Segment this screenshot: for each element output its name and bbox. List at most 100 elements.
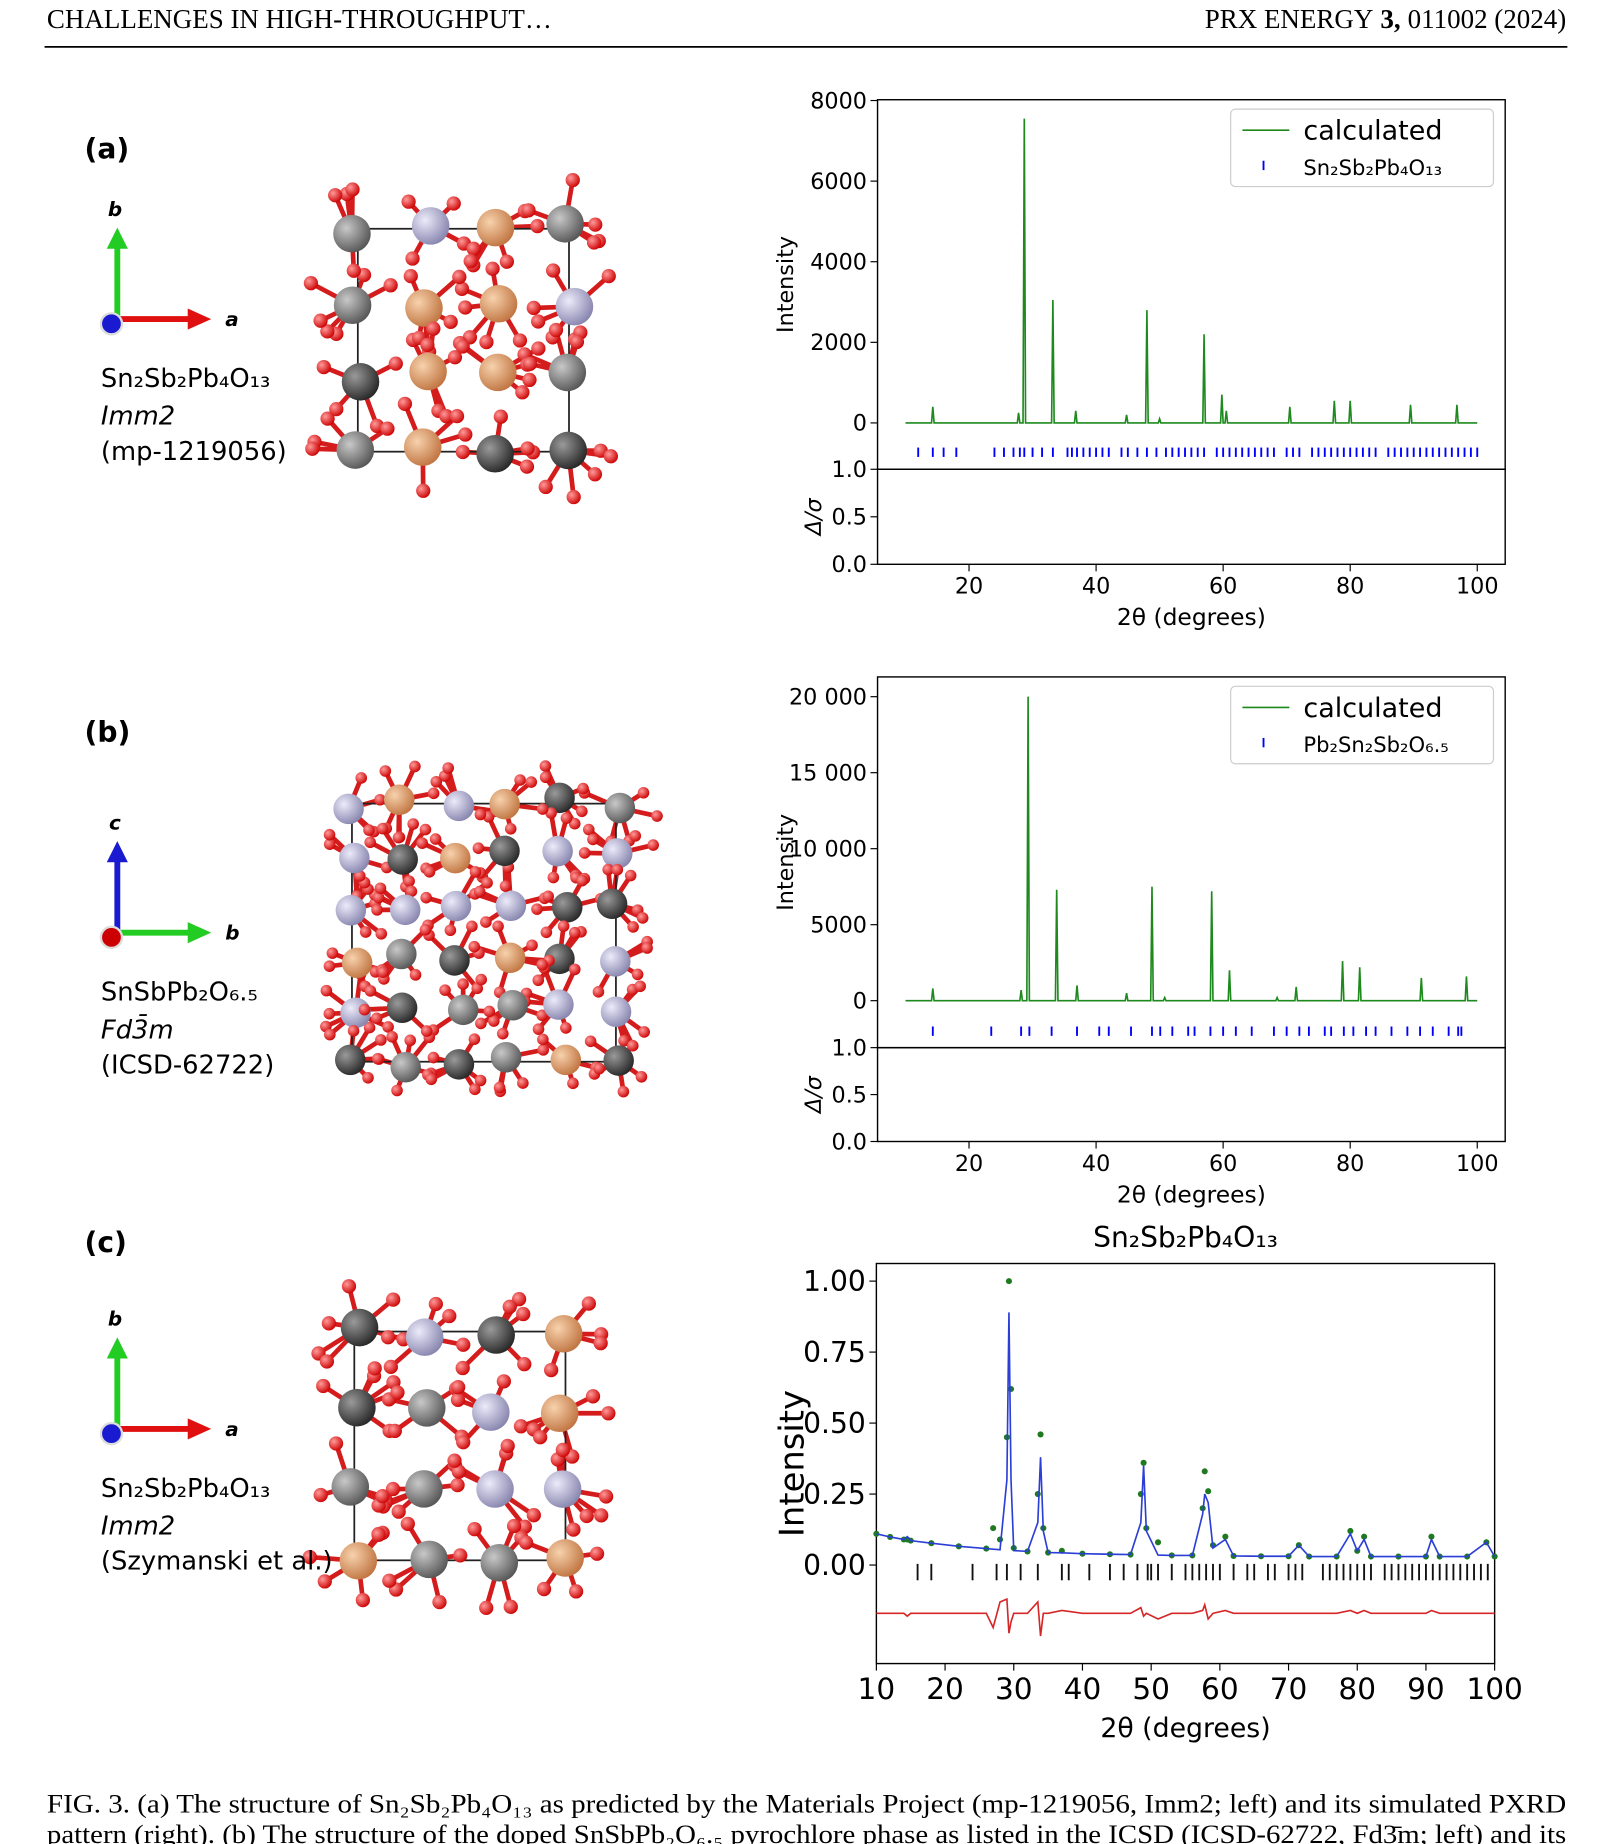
atom <box>425 1073 438 1086</box>
atom <box>522 372 537 388</box>
atom <box>479 334 494 350</box>
crystal-structure <box>303 172 619 505</box>
axis-letter: c <box>109 810 121 834</box>
atom <box>454 281 470 296</box>
atom <box>444 924 457 937</box>
atom <box>531 341 546 356</box>
x-axis-label: 2θ (degrees) <box>1117 1180 1266 1208</box>
atom <box>493 1081 506 1094</box>
atom <box>372 891 385 904</box>
atom <box>346 263 361 278</box>
x-tick-label: 60 <box>1209 574 1237 600</box>
atom <box>451 1464 466 1479</box>
atom <box>602 838 633 869</box>
legend-label: calculated <box>1303 693 1442 724</box>
atom <box>475 1017 487 1030</box>
atom <box>481 877 493 889</box>
legend-box <box>1230 685 1495 765</box>
atom <box>514 774 526 786</box>
atom <box>409 969 422 981</box>
atom <box>386 1292 401 1307</box>
atom <box>480 1544 519 1582</box>
atom <box>420 1025 433 1037</box>
atom <box>490 1041 522 1073</box>
x-tick-label: 20 <box>926 1672 964 1706</box>
x-tick-label: 90 <box>1407 1672 1445 1706</box>
atom <box>410 1540 448 1579</box>
atom <box>536 958 548 971</box>
residual-frame <box>876 1046 1506 1143</box>
x-tick-label: 70 <box>1270 1672 1308 1706</box>
atom <box>577 782 589 795</box>
atom <box>367 1361 382 1376</box>
atom <box>521 203 536 218</box>
legend-label: Pb₂Sn₂Sb₂O₆.₅ <box>1303 732 1448 757</box>
observed-point <box>1201 1468 1208 1475</box>
atom <box>539 760 552 772</box>
axis-origin <box>99 312 124 336</box>
atom <box>589 1546 605 1561</box>
atom <box>603 1045 634 1076</box>
atom <box>585 1389 601 1404</box>
atom <box>341 363 380 401</box>
atom <box>469 866 482 878</box>
y-tick-label: 1.0 <box>832 457 867 483</box>
y-tick-label: 1.00 <box>803 1265 866 1298</box>
observed-point <box>1222 1533 1229 1540</box>
atom <box>472 1393 510 1431</box>
atom <box>411 207 450 245</box>
atom <box>403 875 415 887</box>
atom <box>598 1489 614 1504</box>
source: (Szymanski et al.) <box>101 1547 333 1577</box>
atom <box>474 808 487 821</box>
y-axis-label: Intensity <box>773 1390 812 1537</box>
atom <box>506 1518 522 1534</box>
atom <box>542 890 555 903</box>
atom <box>383 1359 398 1375</box>
atom <box>376 822 389 835</box>
pattern-line <box>905 118 1478 424</box>
atom <box>354 870 366 882</box>
atom <box>477 1316 515 1354</box>
atom <box>651 810 663 822</box>
atom <box>371 1052 384 1065</box>
plot-frame <box>875 1262 1496 1665</box>
y-tick-label: 0.5 <box>832 505 867 531</box>
atom <box>581 1296 596 1311</box>
atom <box>405 251 420 266</box>
journal-ref: PRX ENERGY 3, 011002 (2024) <box>1205 4 1566 34</box>
x-axis-label: 2θ (degrees) <box>1100 1713 1270 1744</box>
atom <box>526 1508 541 1523</box>
y-tick-label: 0.25 <box>803 1478 866 1511</box>
atom <box>439 409 454 424</box>
atom <box>629 830 642 842</box>
panel-label: (a) <box>84 132 129 165</box>
atom <box>323 838 336 851</box>
source: (mp-1219056) <box>101 437 287 467</box>
atom <box>313 1487 328 1503</box>
atom <box>483 1005 496 1018</box>
atom <box>371 904 383 916</box>
atom <box>358 1003 371 1016</box>
atom <box>335 895 367 926</box>
atom <box>440 890 472 922</box>
y-tick-label: 0 <box>853 988 867 1014</box>
atom <box>587 833 599 846</box>
legend: calculated Pb₂Sn₂Sb₂O₆.₅ <box>1230 685 1495 765</box>
atom <box>496 1374 511 1389</box>
atom <box>375 1034 387 1046</box>
atom <box>456 1337 471 1352</box>
x-tick-label: 20 <box>955 1151 983 1177</box>
x-tick-label: 80 <box>1338 1672 1376 1706</box>
pattern-line <box>876 1312 1496 1558</box>
x-axis-label: 2θ (degrees) <box>1117 603 1266 631</box>
x-tick-label: 80 <box>1336 1151 1364 1177</box>
atom <box>594 1508 609 1523</box>
atom <box>458 300 473 315</box>
atom <box>333 286 372 324</box>
atom <box>384 784 415 816</box>
atom <box>468 1033 481 1045</box>
y-tick-label: 5000 <box>810 912 867 938</box>
chart-title: Sn₂Sb₂Pb₄O₁₃ <box>1093 1221 1278 1254</box>
atom <box>536 1581 552 1597</box>
